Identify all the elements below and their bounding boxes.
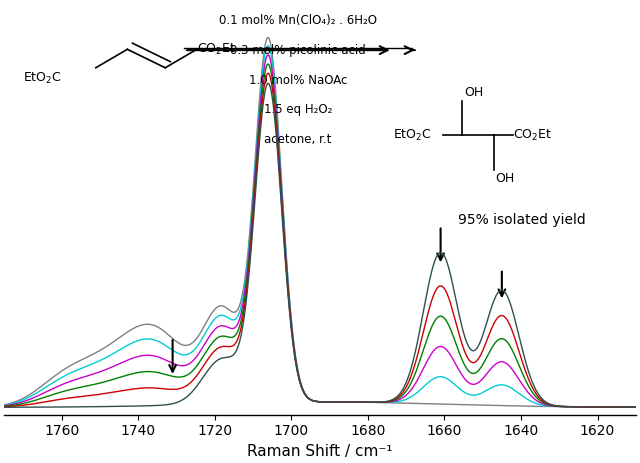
Text: acetone, r.t: acetone, r.t <box>264 132 332 146</box>
X-axis label: Raman Shift / cm⁻¹: Raman Shift / cm⁻¹ <box>247 444 393 459</box>
Text: 1.5 eq H₂O₂: 1.5 eq H₂O₂ <box>264 103 332 116</box>
Text: OH: OH <box>495 172 515 185</box>
Text: 95% isolated yield: 95% isolated yield <box>458 213 586 227</box>
Text: EtO$_2$C: EtO$_2$C <box>23 70 62 86</box>
Text: 1.0 mol% NaOAc: 1.0 mol% NaOAc <box>249 74 347 87</box>
Text: CO$_2$Et: CO$_2$Et <box>197 42 236 57</box>
Text: CO$_2$Et: CO$_2$Et <box>513 128 552 143</box>
Text: 0.1 mol% Mn(ClO₄)₂ . 6H₂O: 0.1 mol% Mn(ClO₄)₂ . 6H₂O <box>219 14 377 27</box>
Text: OH: OH <box>464 86 483 99</box>
Text: 0.3 mol% picolinic acid: 0.3 mol% picolinic acid <box>230 44 366 57</box>
Text: EtO$_2$C: EtO$_2$C <box>393 128 431 143</box>
